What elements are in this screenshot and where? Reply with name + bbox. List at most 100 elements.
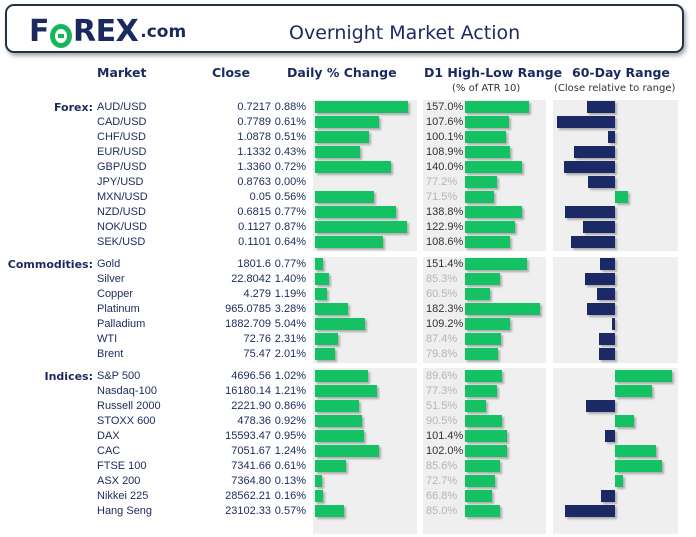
- range60-bar-negative: [564, 161, 615, 173]
- table-row: GBP/USD 1.3360 0.72% 140.0%: [0, 160, 696, 175]
- daily-change-bar: [315, 273, 329, 285]
- column-header-market: Market: [97, 65, 147, 80]
- market-name: MXN/USD: [97, 191, 148, 203]
- logo-suffix: .com: [140, 22, 187, 42]
- d1-range-bar: [465, 273, 500, 285]
- table-row: FTSE 100 7341.66 0.61% 85.6%: [0, 459, 696, 474]
- market-name: Palladium: [97, 318, 146, 330]
- range60-bar-negative: [587, 101, 615, 113]
- daily-change-bar: [315, 116, 379, 128]
- table-row: DAX 15593.47 0.95% 101.4%: [0, 429, 696, 444]
- range60-bar-positive: [615, 370, 672, 382]
- close-value: 16180.14: [225, 385, 271, 397]
- column-header-60day-range: 60-Day Range: [572, 65, 670, 80]
- daily-change-bar: [315, 146, 360, 158]
- daily-change-bar: [315, 475, 322, 487]
- daily-change-value: 0.87%: [274, 221, 306, 233]
- d1-range-value: 90.5%: [426, 415, 458, 427]
- d1-range-bar: [465, 258, 527, 270]
- d1-range-value: 151.4%: [426, 258, 464, 270]
- daily-change-value: 0.64%: [274, 236, 306, 248]
- d1-range-value: 66.8%: [426, 490, 458, 502]
- section-label: Indices:: [44, 370, 94, 383]
- range60-bar-negative: [583, 221, 615, 233]
- d1-range-bar: [465, 460, 500, 472]
- close-value: 965.0785: [225, 303, 271, 315]
- d1-range-bar: [465, 206, 522, 218]
- d1-range-value: 79.8%: [426, 348, 458, 360]
- market-name: CAC: [97, 445, 121, 457]
- daily-change-value: 0.61%: [274, 116, 306, 128]
- d1-range-bar: [465, 101, 529, 113]
- d1-range-value: 85.0%: [426, 505, 458, 517]
- close-value: 1.1332: [237, 146, 271, 158]
- range60-bar-positive: [615, 415, 634, 427]
- d1-range-bar: [465, 370, 502, 382]
- daily-change-value: 1.40%: [274, 273, 306, 285]
- market-name: WTI: [97, 333, 118, 345]
- d1-range-bar: [465, 415, 502, 427]
- d1-range-value: 182.3%: [426, 303, 464, 315]
- close-value: 478.36: [237, 415, 271, 427]
- table-row: Nikkei 225 28562.21 0.16% 66.8%: [0, 489, 696, 504]
- daily-change-value: 2.31%: [274, 333, 306, 345]
- close-value: 1882.709: [225, 318, 271, 330]
- d1-range-value: 89.6%: [426, 370, 458, 382]
- table-row: Gold 1801.6 0.77% 151.4%: [0, 257, 696, 272]
- market-name: Platinum: [97, 303, 140, 315]
- close-value: 0.1127: [238, 221, 271, 233]
- daily-change-value: 0.95%: [274, 430, 306, 442]
- range60-bar-negative: [599, 333, 615, 345]
- daily-change-value: 1.02%: [274, 370, 306, 382]
- close-value: 0.05: [249, 191, 271, 203]
- market-name: Hang Seng: [97, 505, 153, 517]
- table-row: CAC 7051.67 1.24% 102.0%: [0, 444, 696, 459]
- table-row: ASX 200 7364.80 0.13% 72.7%: [0, 474, 696, 489]
- daily-change-bar: [315, 505, 344, 517]
- daily-change-value: 3.28%: [274, 303, 306, 315]
- daily-change-value: 0.13%: [274, 475, 306, 487]
- daily-change-value: 0.00%: [274, 176, 306, 188]
- logo-letter-f: F: [29, 14, 50, 49]
- close-value: 0.7217: [237, 101, 271, 113]
- range60-bar-negative: [571, 236, 615, 248]
- column-subheader-d1-range: (% of ATR 10): [452, 83, 521, 94]
- range60-bar-positive: [615, 445, 656, 457]
- daily-change-value: 0.92%: [274, 415, 306, 427]
- range60-bar-negative: [557, 116, 615, 128]
- range60-bar-negative: [588, 176, 615, 188]
- close-value: 0.7789: [237, 116, 271, 128]
- daily-change-bar: [315, 161, 391, 173]
- table-row: Platinum 965.0785 3.28% 182.3%: [0, 302, 696, 317]
- daily-change-bar: [315, 490, 323, 502]
- daily-change-bar: [315, 288, 327, 300]
- close-value: 1.0878: [237, 131, 271, 143]
- daily-change-bar: [315, 370, 368, 382]
- d1-range-value: 101.4%: [426, 430, 464, 442]
- table-row: Palladium 1882.709 5.04% 109.2%: [0, 317, 696, 332]
- range60-bar-negative: [585, 273, 615, 285]
- close-value: 4.279: [243, 288, 271, 300]
- close-value: 0.1101: [238, 236, 271, 248]
- daily-change-value: 1.21%: [274, 385, 306, 397]
- close-value: 72.76: [243, 333, 271, 345]
- d1-range-bar: [465, 236, 510, 248]
- table-row: MXN/USD 0.05 0.56% 71.5%: [0, 190, 696, 205]
- daily-change-bar: [315, 191, 374, 203]
- market-name: AUD/USD: [97, 101, 147, 113]
- daily-change-value: 0.51%: [274, 131, 306, 143]
- section-label: Commodities:: [7, 258, 93, 271]
- daily-change-bar: [315, 415, 362, 427]
- d1-range-value: 87.4%: [426, 333, 458, 345]
- table-row: Hang Seng 23102.33 0.57% 85.0%: [0, 504, 696, 519]
- close-value: 15593.47: [225, 430, 271, 442]
- d1-range-value: 77.2%: [426, 176, 458, 188]
- close-value: 0.6815: [237, 206, 271, 218]
- d1-range-value: 77.3%: [426, 385, 458, 397]
- d1-range-value: 157.0%: [426, 101, 464, 113]
- table-row: NOK/USD 0.1127 0.87% 122.9%: [0, 220, 696, 235]
- range60-bar-negative: [608, 131, 615, 143]
- market-name: FTSE 100: [97, 460, 147, 472]
- section-label: Forex:: [53, 101, 93, 114]
- market-name: NZD/USD: [97, 206, 146, 218]
